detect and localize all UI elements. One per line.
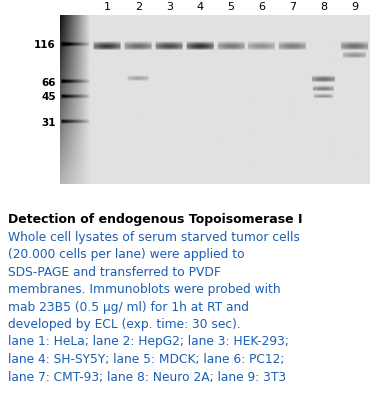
Text: Whole cell lysates of serum starved tumor cells: Whole cell lysates of serum starved tumo… — [8, 231, 300, 244]
Text: 4: 4 — [197, 2, 204, 12]
Text: lane 1: HeLa; lane 2: HepG2; lane 3: HEK-293;: lane 1: HeLa; lane 2: HepG2; lane 3: HEK… — [8, 336, 289, 349]
Text: 3: 3 — [166, 2, 173, 12]
Text: lane 4: SH-SY5Y; lane 5: MDCK; lane 6: PC12;: lane 4: SH-SY5Y; lane 5: MDCK; lane 6: P… — [8, 353, 284, 366]
Text: 8: 8 — [320, 2, 327, 12]
Text: 116: 116 — [34, 40, 56, 50]
Text: 7: 7 — [289, 2, 296, 12]
Text: 66: 66 — [41, 77, 56, 88]
Text: mab 23B5 (0.5 μg/ ml) for 1h at RT and: mab 23B5 (0.5 μg/ ml) for 1h at RT and — [8, 301, 249, 314]
Text: 45: 45 — [41, 92, 56, 103]
Text: 9: 9 — [351, 2, 358, 12]
Text: 31: 31 — [41, 118, 56, 127]
Text: 6: 6 — [259, 2, 265, 12]
Text: SDS-PAGE and transferred to PVDF: SDS-PAGE and transferred to PVDF — [8, 266, 221, 279]
Text: lane 7: CMT-93; lane 8: Neuro 2A; lane 9: 3T3: lane 7: CMT-93; lane 8: Neuro 2A; lane 9… — [8, 371, 286, 384]
Text: membranes. Immunoblots were probed with: membranes. Immunoblots were probed with — [8, 283, 281, 296]
Text: Detection of endogenous Topoisomerase I: Detection of endogenous Topoisomerase I — [8, 213, 303, 226]
Text: (20.000 cells per lane) were applied to: (20.000 cells per lane) were applied to — [8, 248, 245, 261]
Text: 1: 1 — [104, 2, 111, 12]
Text: 5: 5 — [228, 2, 235, 12]
Text: 2: 2 — [135, 2, 142, 12]
Text: developed by ECL (exp. time: 30 sec).: developed by ECL (exp. time: 30 sec). — [8, 318, 241, 331]
